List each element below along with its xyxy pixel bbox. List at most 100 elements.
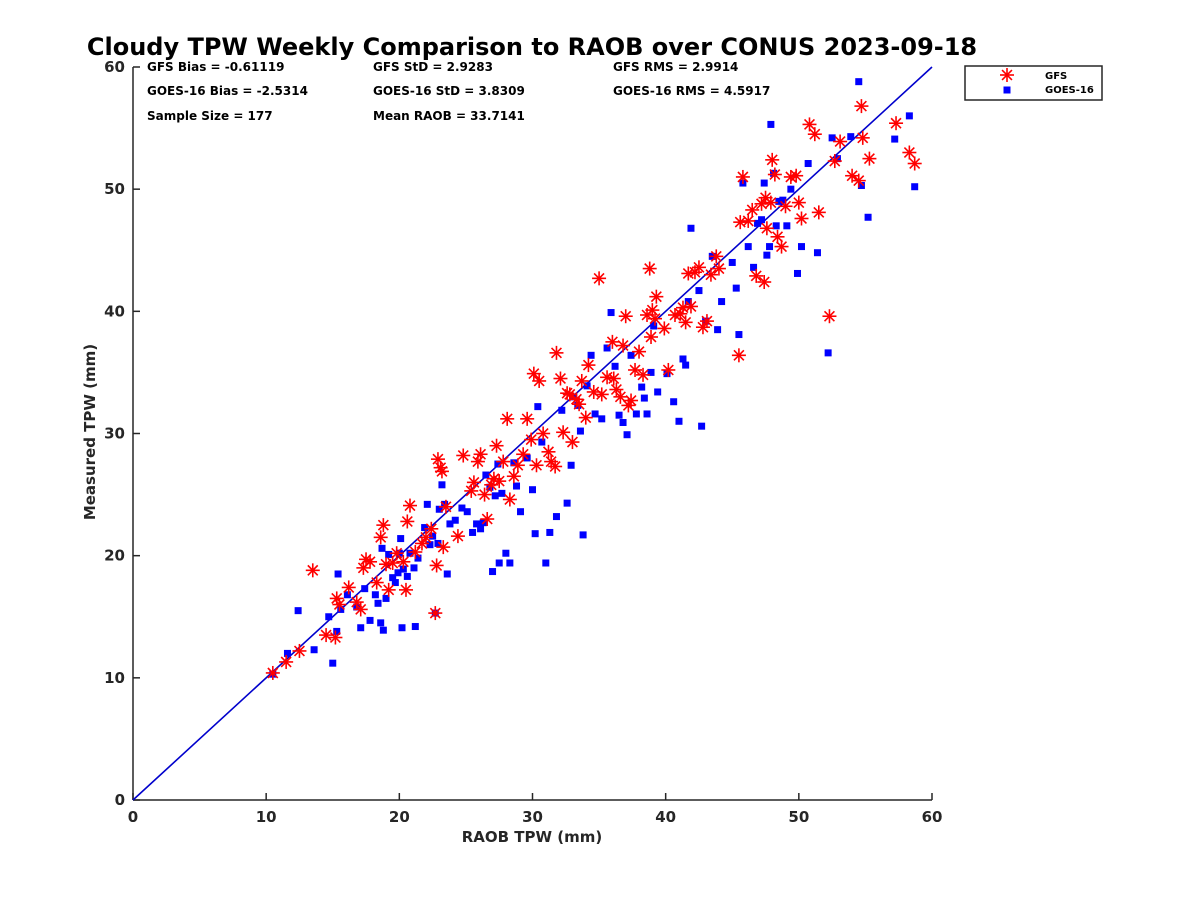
goes16-point — [695, 287, 703, 295]
goes16-point — [766, 243, 774, 251]
goes16-point — [357, 624, 365, 632]
stat-sample-size: Sample Size = 177 — [147, 109, 273, 123]
gfs-point — [292, 643, 307, 658]
gfs-point — [731, 348, 746, 363]
goes16-point — [397, 535, 405, 543]
gfs-point — [827, 154, 842, 169]
goes16-point — [682, 361, 690, 369]
legend-goes16-marker — [1003, 86, 1011, 94]
goes16-point — [385, 550, 393, 558]
goes16-point — [663, 370, 671, 378]
goes16-point — [529, 486, 536, 494]
gfs-point — [492, 474, 507, 489]
gfs-point — [759, 221, 774, 236]
gfs-point — [644, 329, 659, 344]
goes16-point — [615, 411, 623, 419]
goes16-point — [399, 565, 407, 573]
gfs-point — [428, 606, 443, 621]
gfs-point — [649, 289, 664, 304]
stat-goes-bias: GOES-16 Bias = -2.5314 — [147, 84, 308, 98]
goes16-point — [477, 525, 485, 533]
gfs-point — [489, 438, 504, 453]
legend-gfs-label: GFS — [1045, 71, 1067, 82]
goes16-point — [391, 579, 399, 587]
gfs-point — [767, 167, 782, 182]
goes16-point — [491, 492, 499, 500]
gfs-point — [691, 260, 706, 275]
gfs-point — [429, 558, 444, 573]
gfs-point — [526, 366, 541, 381]
gfs-point — [520, 411, 535, 426]
gfs-point — [424, 521, 439, 536]
goes16-point — [905, 112, 913, 120]
gfs-point — [496, 454, 511, 469]
gfs-point — [565, 435, 580, 450]
goes16-point — [718, 298, 726, 306]
goes16-point — [607, 309, 615, 317]
goes16-point — [451, 516, 459, 524]
goes16-point — [334, 570, 342, 578]
gfs-point — [628, 362, 643, 377]
gfs-point — [353, 602, 368, 617]
gfs-point — [624, 393, 639, 408]
stats-block: GFS Bias = -0.61119 GFS StD = 2.9283 GFS… — [147, 60, 770, 123]
gfs-point — [657, 321, 672, 336]
gfs-point — [572, 397, 587, 412]
gfs-point — [606, 371, 621, 386]
x-tick-label: 30 — [522, 808, 543, 826]
goes16-point — [787, 185, 795, 193]
goes16-point — [403, 572, 411, 580]
goes16-point — [329, 659, 337, 667]
gfs-point — [356, 560, 371, 575]
gfs-point — [477, 487, 492, 502]
goes16-point — [377, 619, 385, 627]
goes16-point — [567, 461, 575, 469]
gfs-point — [319, 628, 334, 643]
goes16-point — [583, 382, 591, 390]
goes16-point — [779, 196, 787, 204]
goes16-point — [469, 528, 477, 536]
gfs-point — [855, 130, 870, 145]
gfs-point — [549, 345, 564, 360]
gfs-point — [510, 458, 525, 473]
gfs-point — [574, 373, 589, 388]
gfs-point — [616, 338, 631, 353]
goes16-point — [325, 613, 333, 621]
goes16-point — [813, 249, 821, 257]
goes16-point — [591, 410, 599, 418]
gfs-point — [757, 275, 772, 290]
stat-mean-raob: Mean RAOB = 33.7141 — [373, 109, 525, 123]
goes16-point — [714, 326, 722, 334]
x-axis-label: RAOB TPW (mm) — [462, 828, 603, 846]
goes16-point — [828, 134, 836, 142]
goes16-point — [495, 559, 503, 567]
goes16-point — [679, 355, 687, 363]
goes16-point — [542, 559, 550, 567]
y-tick-label: 30 — [104, 425, 125, 443]
gfs-point — [609, 382, 624, 397]
gfs-point — [648, 311, 663, 326]
x-tick-label: 10 — [256, 808, 277, 826]
goes16-point — [797, 243, 805, 251]
gfs-point — [500, 411, 515, 426]
goes16-point — [824, 349, 832, 357]
goes16-point — [494, 460, 502, 468]
gfs-point — [408, 545, 423, 560]
gfs-point — [642, 261, 657, 276]
goes16-point — [579, 531, 587, 539]
goes16-point — [361, 585, 369, 593]
goes16-point — [423, 500, 431, 508]
one-to-one-line — [132, 66, 933, 801]
goes16-point — [398, 624, 406, 632]
goes16-point — [426, 541, 434, 549]
gfs-point — [556, 425, 571, 440]
goes16-point — [732, 284, 740, 292]
goes16-point — [632, 410, 640, 418]
goes16-point — [531, 530, 539, 538]
gfs-point — [265, 665, 280, 680]
gfs-point — [400, 514, 415, 529]
stat-gfs-bias: GFS Bias = -0.61119 — [147, 60, 284, 74]
goes16-point — [534, 403, 542, 411]
goes16-point — [343, 591, 351, 599]
gfs-point — [594, 387, 609, 402]
